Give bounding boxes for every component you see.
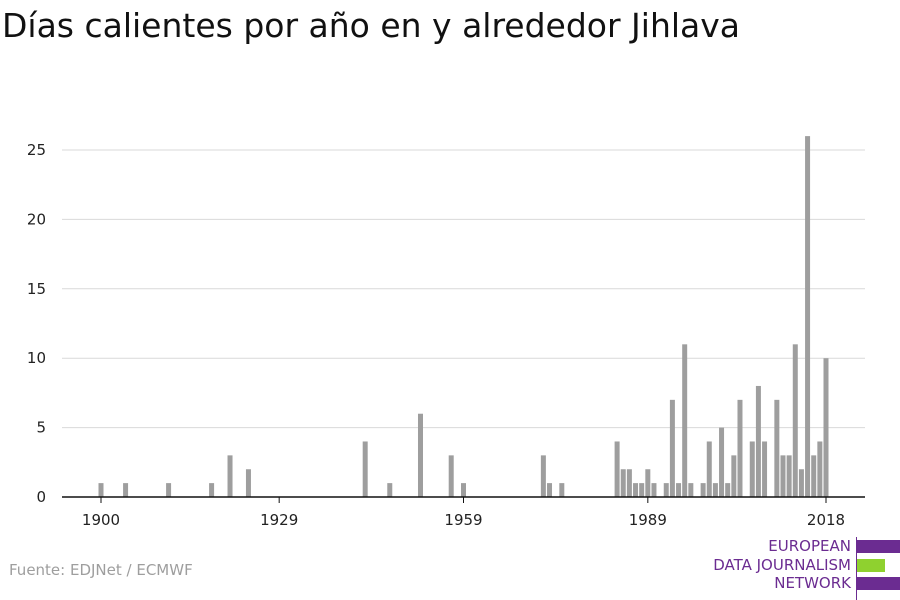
- logo-bar-bottom: [857, 577, 900, 590]
- bar-1984: [614, 441, 620, 497]
- bar-1959: [461, 483, 466, 497]
- logo-text: EUROPEAN DATA JOURNALISM NETWORK: [713, 537, 851, 593]
- gridlines: [62, 149, 865, 429]
- y-tick-label: 0: [36, 488, 46, 506]
- logo-line-2: DATA JOURNALISM: [713, 555, 851, 574]
- bar-2018: [823, 358, 829, 497]
- bar-1904: [123, 483, 129, 497]
- logo-bar-top: [857, 540, 900, 553]
- bar-2014: [798, 469, 804, 497]
- edjnet-logo: EUROPEAN DATA JOURNALISM NETWORK: [700, 537, 900, 600]
- bar-1921: [227, 455, 233, 497]
- logo-line-3: NETWORK: [774, 574, 851, 592]
- bar-1999: [706, 441, 712, 497]
- logo-divider: [856, 537, 857, 600]
- bar-1987: [633, 483, 639, 497]
- bar-1988: [639, 483, 645, 497]
- y-tick-label: 25: [27, 141, 46, 159]
- bar-1996: [688, 483, 694, 497]
- bar-1986: [626, 469, 632, 497]
- bar-1952: [417, 413, 423, 497]
- bar-1900: [98, 483, 104, 497]
- x-tick-label: 1989: [629, 511, 667, 529]
- bar-1924: [245, 469, 251, 497]
- bar-1994: [676, 483, 682, 497]
- bar-2013: [792, 344, 798, 497]
- bar-2010: [774, 399, 780, 497]
- bar-1989: [645, 469, 651, 497]
- bar-2002: [725, 483, 731, 497]
- bar-1998: [700, 483, 706, 497]
- source-note: Fuente: EDJNet / ECMWF: [9, 561, 193, 579]
- bar-1985: [620, 469, 626, 497]
- bar-2017: [817, 441, 823, 497]
- bar-1993: [669, 399, 675, 497]
- bar-2008: [762, 441, 768, 497]
- bar-1975: [559, 483, 565, 497]
- logo-line-1: EUROPEAN: [768, 537, 851, 555]
- x-tick-label: 2018: [807, 511, 845, 529]
- bar-2016: [811, 455, 817, 497]
- y-tick-label: 15: [27, 280, 46, 298]
- bar-1995: [682, 344, 688, 497]
- bar-1957: [448, 455, 454, 497]
- bar-1972: [540, 455, 546, 497]
- logo-bar-middle: [857, 559, 885, 572]
- bar-2006: [749, 441, 755, 497]
- x-tick-label: 1959: [444, 511, 482, 529]
- y-tick-label: 20: [27, 210, 46, 228]
- bar-1943: [362, 441, 368, 497]
- bar-1990: [651, 483, 657, 497]
- y-tick-label: 5: [36, 419, 46, 437]
- bars: [98, 136, 829, 497]
- bar-2007: [755, 385, 761, 497]
- bar-1992: [663, 483, 669, 497]
- bar-2012: [786, 455, 792, 497]
- x-tick-label: 1900: [82, 511, 120, 529]
- bar-2015: [805, 136, 811, 497]
- bar-2000: [712, 483, 718, 497]
- bar-2011: [780, 455, 786, 497]
- bar-chart: 0 5 10 15 20 25 1900 1929 1959 1989 2018: [27, 136, 865, 529]
- axes: 0 5 10 15 20 25 1900 1929 1959 1989 2018: [27, 141, 865, 529]
- chart-title: Días calientes por año en y alrededor Ji…: [2, 6, 741, 45]
- x-tick-label: 1929: [260, 511, 298, 529]
- bar-1918: [209, 483, 215, 497]
- bar-2004: [737, 399, 743, 497]
- y-tick-label: 10: [27, 349, 46, 367]
- bar-2003: [731, 455, 737, 497]
- bar-1911: [166, 483, 172, 497]
- bar-1973: [547, 483, 553, 497]
- bar-1947: [387, 483, 393, 497]
- bar-2001: [719, 427, 725, 497]
